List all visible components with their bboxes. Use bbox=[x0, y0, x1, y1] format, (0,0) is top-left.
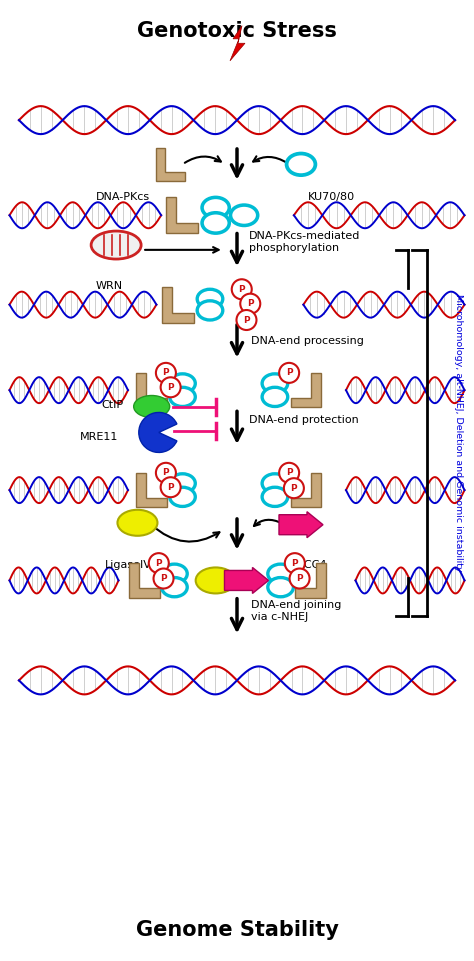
Polygon shape bbox=[166, 197, 199, 234]
Text: P: P bbox=[243, 315, 250, 325]
Polygon shape bbox=[156, 148, 185, 181]
Text: P: P bbox=[163, 368, 169, 378]
Text: DNA-PKcs: DNA-PKcs bbox=[96, 192, 150, 202]
Ellipse shape bbox=[287, 154, 315, 175]
Ellipse shape bbox=[197, 289, 223, 308]
Ellipse shape bbox=[170, 487, 195, 506]
Ellipse shape bbox=[170, 474, 195, 493]
Polygon shape bbox=[137, 473, 167, 507]
Wedge shape bbox=[139, 412, 177, 453]
Circle shape bbox=[149, 554, 169, 573]
Text: P: P bbox=[155, 558, 162, 568]
Ellipse shape bbox=[262, 474, 288, 493]
Text: Genome Stability: Genome Stability bbox=[136, 920, 338, 940]
FancyArrow shape bbox=[225, 567, 268, 594]
FancyArrow shape bbox=[279, 511, 323, 538]
Ellipse shape bbox=[262, 487, 288, 506]
Circle shape bbox=[154, 569, 173, 588]
Ellipse shape bbox=[162, 564, 187, 583]
Polygon shape bbox=[291, 473, 321, 507]
Circle shape bbox=[161, 478, 181, 497]
Text: P: P bbox=[286, 368, 292, 378]
Circle shape bbox=[284, 479, 304, 498]
Text: DNA-PKcs-mediated
phosphorylation: DNA-PKcs-mediated phosphorylation bbox=[249, 231, 360, 254]
Polygon shape bbox=[230, 26, 245, 61]
Text: P: P bbox=[167, 482, 174, 492]
Circle shape bbox=[161, 378, 181, 397]
Ellipse shape bbox=[170, 387, 195, 407]
Ellipse shape bbox=[170, 374, 195, 393]
Text: P: P bbox=[238, 284, 245, 294]
Ellipse shape bbox=[230, 205, 258, 226]
Text: P: P bbox=[291, 483, 297, 493]
Text: LigaseIV: LigaseIV bbox=[105, 560, 151, 570]
Polygon shape bbox=[162, 286, 194, 323]
Text: MRE11: MRE11 bbox=[80, 432, 118, 442]
Text: DNA-end joining
via c-NHEJ: DNA-end joining via c-NHEJ bbox=[251, 600, 342, 623]
Polygon shape bbox=[295, 563, 326, 598]
Polygon shape bbox=[291, 373, 321, 407]
Text: DNA-end processing: DNA-end processing bbox=[251, 336, 364, 346]
Text: XRCC4: XRCC4 bbox=[289, 560, 327, 570]
Circle shape bbox=[237, 310, 256, 330]
Ellipse shape bbox=[262, 387, 288, 407]
Text: P: P bbox=[296, 574, 303, 583]
Text: CtIP: CtIP bbox=[101, 400, 123, 409]
Circle shape bbox=[290, 569, 310, 588]
Circle shape bbox=[279, 463, 299, 482]
Circle shape bbox=[156, 463, 176, 482]
Text: DNA-end protection: DNA-end protection bbox=[249, 415, 359, 425]
Circle shape bbox=[285, 554, 305, 573]
Text: P: P bbox=[160, 574, 167, 583]
Ellipse shape bbox=[91, 231, 141, 259]
Ellipse shape bbox=[134, 396, 170, 417]
Circle shape bbox=[232, 280, 252, 299]
Text: P: P bbox=[292, 558, 298, 568]
Text: KU70/80: KU70/80 bbox=[308, 192, 356, 202]
Ellipse shape bbox=[268, 564, 293, 583]
Text: P: P bbox=[286, 468, 292, 478]
Text: WRN: WRN bbox=[95, 281, 123, 290]
Polygon shape bbox=[137, 373, 167, 407]
Ellipse shape bbox=[197, 301, 223, 320]
Text: Genotoxic Stress: Genotoxic Stress bbox=[137, 21, 337, 41]
Ellipse shape bbox=[268, 578, 293, 597]
Ellipse shape bbox=[196, 567, 236, 594]
Circle shape bbox=[156, 363, 176, 382]
Text: P: P bbox=[247, 299, 254, 308]
Circle shape bbox=[279, 363, 299, 382]
Ellipse shape bbox=[118, 509, 157, 536]
Polygon shape bbox=[129, 563, 160, 598]
Circle shape bbox=[240, 294, 260, 313]
Ellipse shape bbox=[162, 578, 187, 597]
Ellipse shape bbox=[202, 197, 229, 218]
Ellipse shape bbox=[262, 374, 288, 393]
Ellipse shape bbox=[202, 212, 229, 234]
Text: P: P bbox=[163, 468, 169, 478]
Text: P: P bbox=[167, 382, 174, 392]
Text: Microhomology, alt-NHEJ, Deletion and Genomic instability: Microhomology, alt-NHEJ, Deletion and Ge… bbox=[455, 294, 463, 572]
